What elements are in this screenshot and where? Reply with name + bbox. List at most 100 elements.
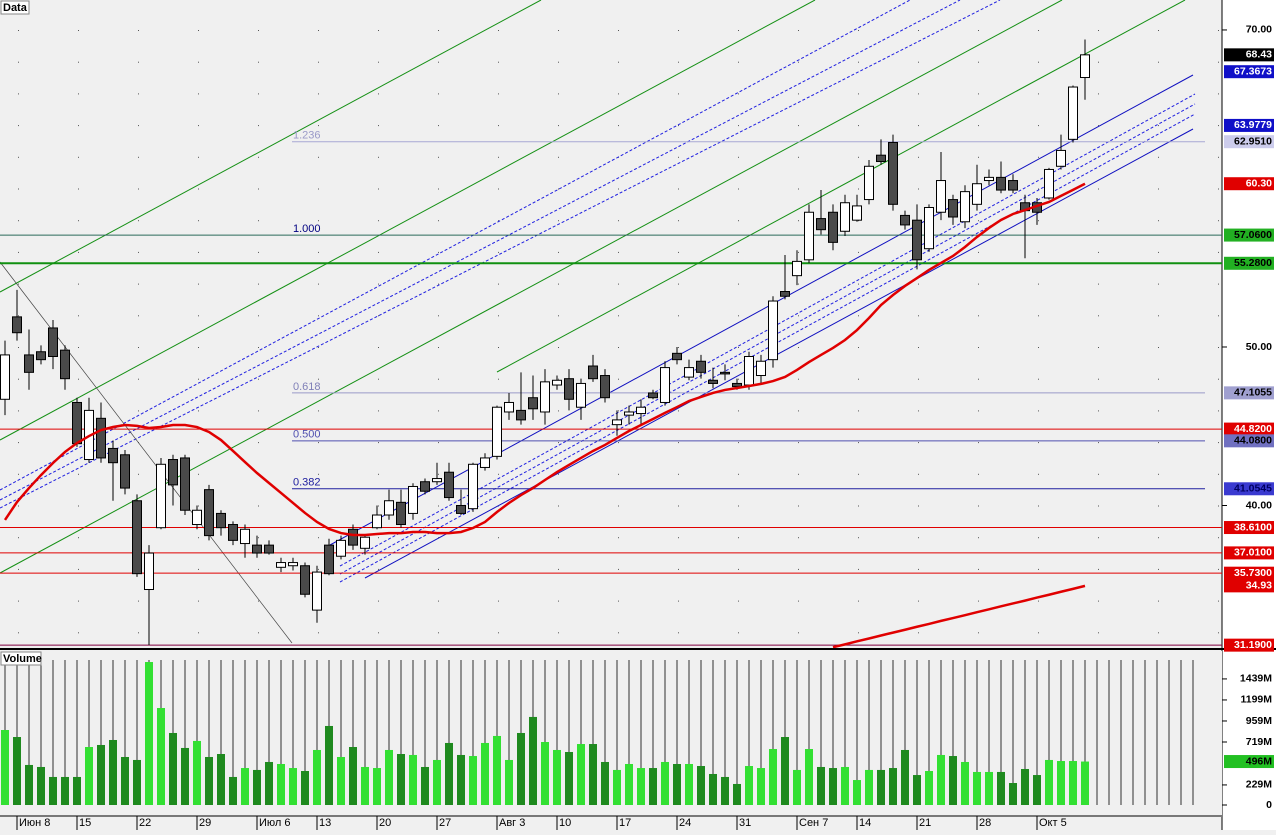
volume-bar bbox=[397, 754, 405, 805]
volume-bar bbox=[313, 749, 321, 805]
volume-bar bbox=[1033, 775, 1041, 805]
volume-bar bbox=[409, 754, 417, 805]
candle-body bbox=[528, 397, 538, 410]
level-label: 44.8200 bbox=[1234, 423, 1272, 435]
candle-body bbox=[1044, 168, 1054, 199]
level-box bbox=[1224, 434, 1274, 448]
volume-bar bbox=[709, 773, 717, 805]
level-box bbox=[1224, 546, 1274, 560]
candle-body bbox=[264, 544, 274, 554]
candle-body bbox=[48, 327, 58, 357]
volume-bar bbox=[781, 737, 789, 805]
volume-bar bbox=[793, 769, 801, 805]
level-label: 47.1055 bbox=[1234, 387, 1272, 399]
candle-body bbox=[276, 562, 286, 568]
volume-bar bbox=[805, 749, 813, 805]
fib-label: 0.500 bbox=[293, 429, 321, 441]
candle-body bbox=[132, 500, 142, 575]
volume-bar bbox=[469, 756, 477, 805]
volume-bar bbox=[301, 771, 309, 805]
volume-plot bbox=[1, 660, 1194, 805]
level-box bbox=[1224, 638, 1274, 652]
candle-body bbox=[36, 351, 46, 361]
volume-bar bbox=[553, 749, 561, 805]
candle-body bbox=[336, 539, 346, 557]
volume-bar bbox=[973, 771, 981, 805]
level-label: 55.2800 bbox=[1234, 257, 1272, 269]
candle-body bbox=[216, 512, 226, 529]
plot bbox=[0, 39, 1090, 648]
fib-label: 1.236 bbox=[293, 130, 321, 142]
candle-body bbox=[516, 409, 526, 421]
candle-body bbox=[348, 528, 358, 546]
volume-bar bbox=[385, 749, 393, 805]
candle-body bbox=[852, 205, 862, 221]
volume-bar bbox=[337, 756, 345, 805]
volume-bar bbox=[241, 768, 249, 805]
x-tick-label: 24 bbox=[679, 817, 691, 829]
volume-bar bbox=[817, 766, 825, 805]
level-label: 34.93 bbox=[1246, 580, 1272, 592]
volume-bar bbox=[997, 771, 1005, 805]
x-tick-label: 20 bbox=[379, 817, 391, 829]
candle-body bbox=[888, 142, 898, 205]
candle-body bbox=[948, 199, 958, 218]
volume-bar bbox=[529, 716, 537, 805]
candle-body bbox=[1056, 149, 1066, 167]
volume-bar bbox=[757, 768, 765, 805]
level-box bbox=[1224, 579, 1274, 593]
volume-bar bbox=[673, 763, 681, 805]
y-tick-label: 40.00 bbox=[1246, 499, 1272, 511]
dashed-line bbox=[339, 103, 1196, 575]
candle-body bbox=[312, 571, 322, 611]
volume-bar bbox=[949, 756, 957, 805]
volume-bar bbox=[145, 662, 153, 805]
y-tick-label: 1439M bbox=[1240, 673, 1272, 685]
volume-bar bbox=[841, 766, 849, 805]
volume-bar bbox=[349, 747, 357, 805]
dashed-line bbox=[0, 0, 911, 491]
level-box bbox=[1224, 386, 1274, 400]
volume-bar bbox=[697, 766, 705, 805]
x-tick-label: Авг 3 bbox=[499, 817, 525, 829]
volume-bar bbox=[265, 761, 273, 805]
volume-bar bbox=[253, 769, 261, 805]
y-tick-label: 70.00 bbox=[1246, 24, 1272, 36]
green-line bbox=[0, 0, 542, 293]
level-box bbox=[1224, 422, 1274, 436]
volume-bar bbox=[733, 783, 741, 805]
level-label: 60.30 bbox=[1246, 177, 1272, 189]
volume-bar bbox=[289, 768, 297, 805]
candle-body bbox=[600, 375, 610, 399]
candle-body bbox=[540, 381, 550, 413]
volume-bar bbox=[481, 742, 489, 805]
x-tick-label: 10 bbox=[559, 817, 571, 829]
volume-bar bbox=[157, 708, 165, 805]
level-label: 38.6100 bbox=[1234, 521, 1272, 533]
candle-body bbox=[624, 411, 634, 416]
candle-body bbox=[204, 489, 214, 537]
candle-body bbox=[744, 355, 754, 386]
candle-body bbox=[480, 457, 490, 468]
trend-line bbox=[0, 261, 293, 644]
candle-body bbox=[804, 211, 814, 261]
level-label: 37.0100 bbox=[1234, 547, 1272, 559]
volume-bar bbox=[685, 763, 693, 805]
y-tick-label: 50.00 bbox=[1246, 341, 1272, 353]
volume-bar bbox=[37, 766, 45, 805]
volume-bar bbox=[433, 759, 441, 805]
volume-bar bbox=[937, 754, 945, 805]
volume-bar bbox=[25, 764, 33, 805]
candle-body bbox=[576, 382, 586, 408]
volume-bar bbox=[565, 751, 573, 805]
title-box bbox=[0, 651, 42, 666]
fib-label: 0.382 bbox=[293, 477, 321, 489]
volume-bar bbox=[361, 766, 369, 805]
candle-body bbox=[372, 514, 382, 529]
level-label: 35.7300 bbox=[1234, 567, 1272, 579]
candle-body bbox=[12, 316, 22, 334]
last-value-box bbox=[1224, 755, 1274, 769]
volume-bar bbox=[1081, 761, 1089, 805]
volume-bar bbox=[373, 768, 381, 805]
